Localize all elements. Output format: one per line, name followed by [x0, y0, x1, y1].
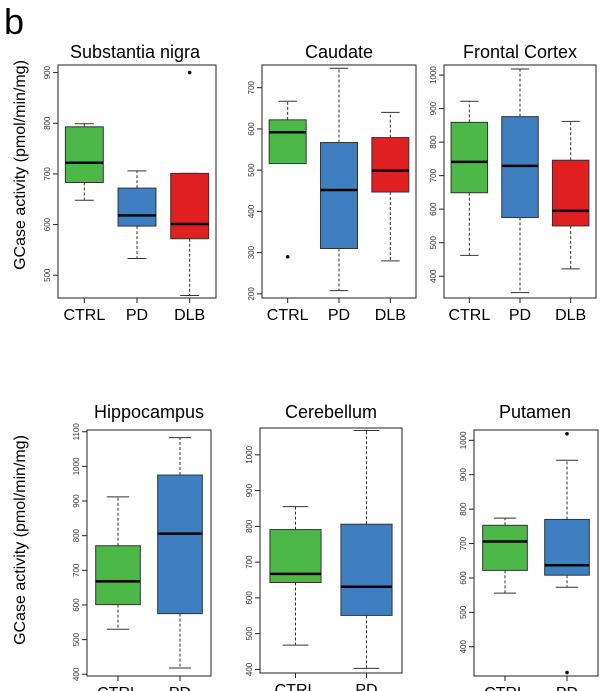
y-tick-label: 400	[72, 667, 81, 681]
outlier-point	[187, 70, 192, 75]
x-tick-label: PD	[169, 685, 191, 691]
y-tick-label: 500	[247, 163, 256, 177]
box-pd	[544, 518, 590, 576]
box-ctrl	[482, 524, 528, 571]
x-tick-label: PD	[556, 685, 578, 691]
x-tick-label: CTRL	[267, 307, 309, 324]
chart-hippocampus: Hippocampus 400 500 600 700 800 900 1000 1100 CTR…	[72, 402, 212, 691]
y-tick-label: 400	[459, 640, 468, 654]
y-tick-label: 600	[459, 571, 468, 585]
y-tick-label: 400	[245, 662, 254, 676]
y-tick-label: 900	[43, 65, 52, 79]
y-tick-label: 900	[429, 101, 438, 115]
box-pd	[340, 523, 393, 616]
chart-title: Caudate	[305, 42, 373, 62]
x-tick-label: DLB	[174, 307, 205, 324]
x-tick-label: PD	[355, 682, 377, 691]
box-ctrl	[450, 121, 489, 194]
y-tick-label: 400	[247, 204, 256, 218]
y-tick-label: 700	[43, 167, 52, 181]
y-tick-label: 700	[72, 563, 81, 577]
chart-cerebellum: Cerebellum 400 500 600 700 800 900 1000 CTRL PD	[245, 402, 403, 691]
y-tick-label: 1000	[459, 431, 468, 449]
y-tick-label: 900	[245, 483, 254, 497]
outlier-point	[565, 431, 569, 436]
x-tick-label: PD	[509, 307, 531, 324]
box-ctrl	[64, 126, 104, 184]
chart-title: Substantia nigra	[70, 42, 201, 62]
y-tick-label: 500	[429, 235, 438, 249]
y-axis-label-bottom: GCase activity (pmol/min/mg)	[12, 435, 29, 645]
y-tick-label: 800	[245, 519, 254, 533]
y-tick-label: 500	[245, 626, 254, 640]
y-tick-label: 600	[245, 591, 254, 605]
y-tick-label: 500	[43, 268, 52, 282]
y-tick-label: 700	[459, 536, 468, 550]
y-tick-label: 1000	[72, 457, 81, 475]
y-tick-label: 500	[459, 605, 468, 619]
box-dlb	[551, 159, 590, 227]
x-tick-label: PD	[328, 307, 350, 324]
chart-substantia-nigra: Substantia nigra 500 600 700 800 900 CTRL PD DLB	[43, 42, 217, 324]
y-tick-label: 1100	[72, 423, 81, 441]
y-tick-label: 800	[43, 116, 52, 130]
y-tick-label: 200	[247, 287, 256, 301]
box-pd	[320, 142, 358, 250]
x-tick-label: CTRL	[484, 685, 526, 691]
charts-container: Substantia nigra 500 600 700 800 900 CTRL PD DLB…	[43, 42, 599, 691]
x-tick-label: CTRL	[448, 307, 490, 324]
x-tick-label: PD	[126, 307, 148, 324]
y-tick-label: 600	[72, 598, 81, 612]
x-tick-label: DLB	[375, 307, 406, 324]
chart-title: Frontal Cortex	[463, 42, 577, 62]
plot-frame	[86, 429, 212, 677]
y-tick-label: 800	[72, 528, 81, 542]
y-tick-label: 700	[245, 555, 254, 569]
box-dlb	[170, 172, 210, 240]
y-tick-label: 500	[72, 632, 81, 646]
chart-title: Hippocampus	[94, 402, 204, 422]
figure-label: b	[4, 1, 24, 42]
y-tick-label: 700	[247, 80, 256, 94]
box-dlb	[371, 137, 410, 193]
y-tick-label: 600	[247, 122, 256, 136]
y-tick-label: 900	[72, 494, 81, 508]
y-tick-label: 800	[429, 135, 438, 149]
box-ctrl	[95, 545, 141, 606]
y-tick-label: 600	[429, 202, 438, 216]
y-tick-label: 1000	[429, 66, 438, 84]
chart-title: Cerebellum	[285, 402, 377, 422]
y-tick-label: 700	[429, 168, 438, 182]
outlier-point	[285, 254, 290, 259]
y-tick-label: 300	[247, 245, 256, 259]
y-tick-label: 1000	[245, 445, 254, 463]
y-tick-label: 600	[43, 217, 52, 231]
chart-caudate: Caudate 200 300 400 500 600 700 CTRL PD DLB	[247, 42, 417, 324]
y-tick-label: 800	[459, 502, 468, 516]
chart-title: Putamen	[499, 402, 571, 422]
plot-frame	[259, 427, 403, 674]
x-tick-label: CTRL	[97, 685, 139, 691]
x-tick-label: CTRL	[63, 307, 105, 324]
x-tick-label: DLB	[555, 307, 586, 324]
box-ctrl	[268, 119, 307, 165]
y-tick-label: 400	[429, 269, 438, 283]
chart-frontal-cortex: Frontal Cortex 400 500 600 700 800 900 1000 CTRL…	[429, 42, 597, 324]
chart-putamen: Putamen 400 500 600 700 800 900 1000 CTRL PD	[459, 402, 599, 691]
y-tick-label: 900	[459, 468, 468, 482]
plot-frame	[473, 429, 599, 677]
outlier-point	[565, 670, 569, 675]
y-axis-label-top: GCase activity (pmol/min/mg)	[12, 60, 29, 270]
box-pd	[157, 474, 203, 615]
box-pd	[117, 187, 157, 227]
x-tick-label: CTRL	[275, 682, 317, 691]
